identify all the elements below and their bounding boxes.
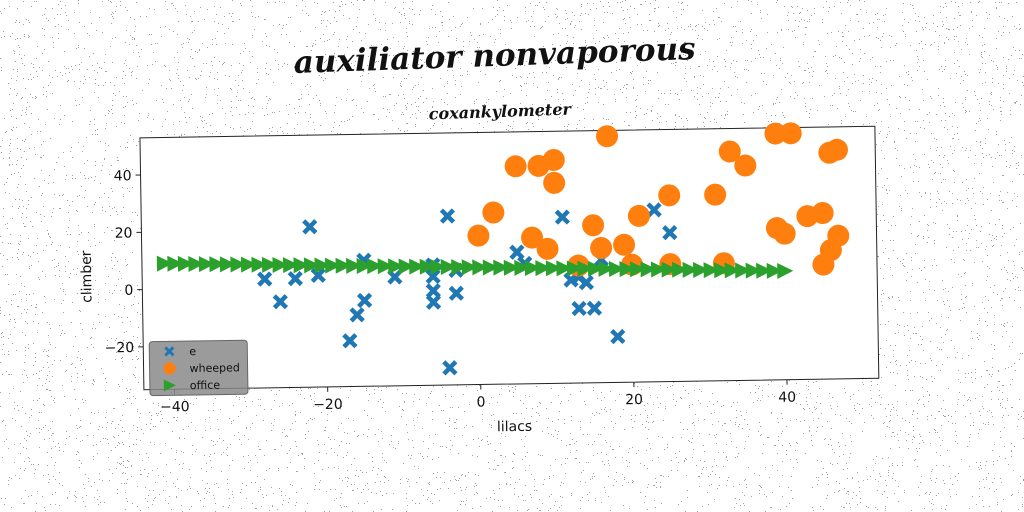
legend-label-office: office <box>190 379 221 392</box>
plot-area: −40 −20 0 20 40 −20 0 20 40 lilacs climber e whe… <box>77 121 880 442</box>
y-tick-label: −20 <box>105 340 135 356</box>
x-tick-label: −40 <box>160 399 190 415</box>
y-tick-label: 0 <box>124 283 133 299</box>
x-tick-label: 40 <box>778 390 796 406</box>
y-tick-label: 20 <box>115 225 133 241</box>
chart-title: coxankylometer <box>428 99 572 123</box>
y-axis-label: climber <box>79 250 96 303</box>
chart-suptitle: auxiliator nonvaporous <box>293 31 696 81</box>
legend-label-e: e <box>189 345 196 358</box>
x-tick-label: 20 <box>625 392 643 408</box>
x-tick-label: −20 <box>313 397 343 413</box>
legend: e wheeped office <box>149 340 248 396</box>
x-tick-label: 0 <box>476 394 485 410</box>
legend-label-wheeped: wheeped <box>189 361 239 375</box>
y-axis-ticks: −20 0 20 40 <box>102 168 143 356</box>
y-tick-label: 40 <box>114 168 132 184</box>
x-axis-label: lilacs <box>497 419 532 436</box>
